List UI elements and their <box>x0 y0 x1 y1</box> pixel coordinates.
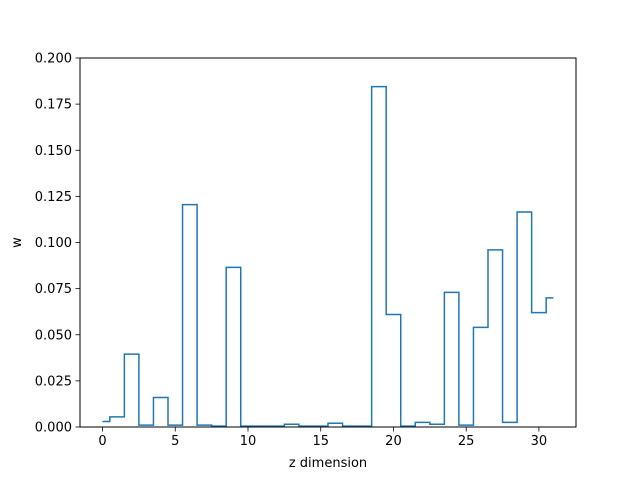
y-tick-label: 0.100 <box>35 236 72 251</box>
y-tick-label: 0.150 <box>35 144 72 159</box>
y-tick-label: 0.175 <box>35 98 72 113</box>
y-tick-label: 0.000 <box>35 421 72 436</box>
y-tick-label: 0.025 <box>35 374 72 389</box>
x-axis-label: z dimension <box>289 456 367 471</box>
x-tick-label: 10 <box>240 434 257 449</box>
y-tick-label: 0.125 <box>35 190 72 205</box>
x-tick-label: 20 <box>385 434 402 449</box>
x-tick-label: 0 <box>98 434 106 449</box>
series-step-line <box>102 85 554 427</box>
x-tick-label: 25 <box>458 434 475 449</box>
y-tick-label: 0.050 <box>35 328 72 343</box>
y-axis-label: w <box>10 237 25 248</box>
x-tick-label: 15 <box>312 434 329 449</box>
plot-frame <box>79 57 577 428</box>
plot-area <box>102 85 554 427</box>
y-tick-label: 0.200 <box>35 52 72 67</box>
y-tick-label: 0.075 <box>35 282 72 297</box>
x-tick-label: 5 <box>171 434 179 449</box>
axis-ticks: 0 5 10 15 20 25 30 0.000 0.025 0.050 0.075 0.100 0.1… <box>35 52 547 450</box>
x-tick-label: 30 <box>531 434 548 449</box>
